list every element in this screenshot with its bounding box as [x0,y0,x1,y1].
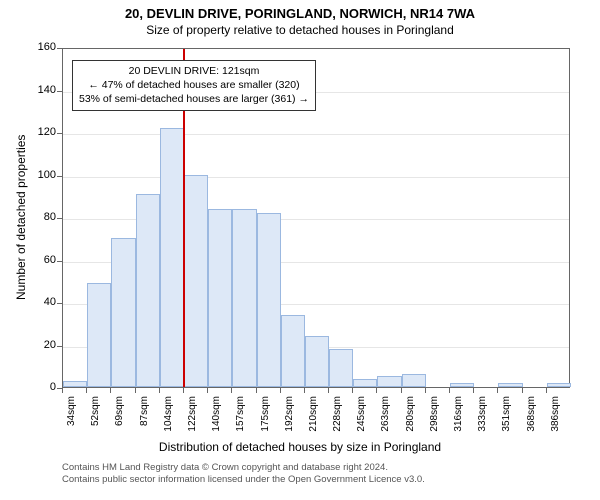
y-tick-label: 40 [26,296,56,308]
x-tick-mark [401,388,402,393]
x-tick-mark [522,388,523,393]
annotation-box: 20 DEVLIN DRIVE: 121sqm← 47% of detached… [72,60,316,111]
x-tick-label: 368sqm [526,396,537,436]
x-tick-label: 298sqm [429,396,440,436]
gridline [63,177,569,178]
x-tick-mark [449,388,450,393]
x-tick-label: 34sqm [66,396,77,436]
x-tick-label: 333sqm [477,396,488,436]
x-tick-label: 157sqm [235,396,246,436]
x-tick-label: 228sqm [332,396,343,436]
attribution-text: Contains HM Land Registry data © Crown c… [62,462,425,486]
x-tick-label: 351sqm [501,396,512,436]
x-tick-label: 192sqm [284,396,295,436]
histogram-bar [232,209,256,388]
histogram-bar [63,381,87,387]
histogram-bar [450,383,474,387]
x-tick-mark [546,388,547,393]
y-tick-label: 100 [26,169,56,181]
x-tick-mark [352,388,353,393]
histogram-bar [281,315,305,387]
x-tick-label: 104sqm [163,396,174,436]
y-tick-label: 20 [26,339,56,351]
x-tick-label: 210sqm [308,396,319,436]
histogram-bar [87,283,111,387]
histogram-bar [305,336,329,387]
y-tick-label: 140 [26,84,56,96]
x-tick-mark [256,388,257,393]
x-tick-mark [304,388,305,393]
x-tick-label: 245sqm [356,396,367,436]
x-tick-label: 175sqm [260,396,271,436]
histogram-bar [547,383,571,387]
gridline [63,134,569,135]
x-tick-mark [135,388,136,393]
y-tick-mark [57,346,62,347]
x-tick-mark [425,388,426,393]
x-tick-label: 386sqm [550,396,561,436]
x-tick-label: 316sqm [453,396,464,436]
x-tick-mark [86,388,87,393]
chart-subtitle: Size of property relative to detached ho… [0,21,600,37]
x-tick-label: 52sqm [90,396,101,436]
x-tick-mark [159,388,160,393]
annotation-line: 53% of semi-detached houses are larger (… [79,92,309,106]
histogram-bar [111,238,135,387]
y-tick-label: 120 [26,126,56,138]
attribution-line-2: Contains public sector information licen… [62,474,425,486]
histogram-bar [184,175,208,388]
x-tick-label: 69sqm [114,396,125,436]
x-tick-mark [62,388,63,393]
histogram-bar [329,349,353,387]
y-tick-mark [57,303,62,304]
property-size-chart: 20, DEVLIN DRIVE, PORINGLAND, NORWICH, N… [0,0,600,500]
y-tick-mark [57,133,62,134]
histogram-bar [208,209,232,388]
y-tick-label: 160 [26,41,56,53]
x-tick-mark [497,388,498,393]
y-tick-mark [57,48,62,49]
x-tick-label: 280sqm [405,396,416,436]
x-tick-label: 263sqm [380,396,391,436]
x-tick-label: 140sqm [211,396,222,436]
y-tick-mark [57,176,62,177]
x-tick-label: 87sqm [139,396,150,436]
x-tick-label: 122sqm [187,396,198,436]
x-tick-mark [376,388,377,393]
y-tick-label: 0 [26,381,56,393]
x-tick-mark [207,388,208,393]
x-axis-label: Distribution of detached houses by size … [0,440,600,454]
chart-title-address: 20, DEVLIN DRIVE, PORINGLAND, NORWICH, N… [0,0,600,21]
histogram-bar [257,213,281,387]
histogram-bar [498,383,522,387]
x-tick-mark [473,388,474,393]
annotation-line: ← 47% of detached houses are smaller (32… [79,78,309,92]
y-tick-label: 80 [26,211,56,223]
x-tick-mark [280,388,281,393]
y-tick-label: 60 [26,254,56,266]
histogram-bar [377,376,401,387]
x-tick-mark [183,388,184,393]
histogram-bar [136,194,160,387]
x-tick-mark [110,388,111,393]
x-tick-mark [231,388,232,393]
histogram-bar [402,374,426,387]
annotation-line: 20 DEVLIN DRIVE: 121sqm [79,64,309,78]
histogram-bar [160,128,184,387]
histogram-bar [353,379,377,388]
x-tick-mark [328,388,329,393]
y-tick-mark [57,91,62,92]
y-tick-mark [57,218,62,219]
y-tick-mark [57,261,62,262]
attribution-line-1: Contains HM Land Registry data © Crown c… [62,462,425,474]
